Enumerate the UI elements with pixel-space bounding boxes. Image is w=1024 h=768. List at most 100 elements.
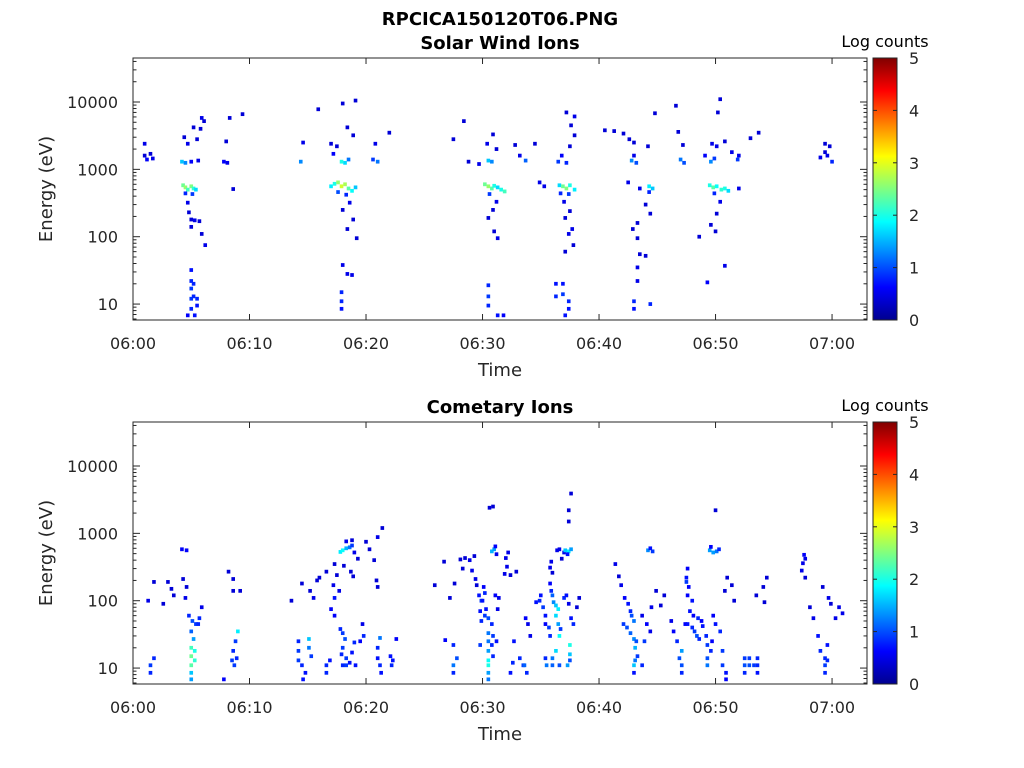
heatmap-cell <box>443 638 448 642</box>
heatmap-cell <box>183 191 188 196</box>
heatmap-cell <box>704 634 709 638</box>
heatmap-cell <box>332 613 337 618</box>
heatmap-cell <box>562 550 566 555</box>
heatmap-cell <box>699 619 704 623</box>
heatmap-cell <box>340 101 345 106</box>
heatmap-cell <box>196 158 201 163</box>
heatmap-cell <box>820 585 825 589</box>
heatmap-cell <box>495 313 500 318</box>
heatmap-cell <box>563 548 568 553</box>
heatmap-cell <box>565 663 570 668</box>
heatmap-cell <box>477 593 481 598</box>
heatmap-cell <box>564 160 569 165</box>
heatmap-cell <box>634 160 639 165</box>
heatmap-cell <box>802 552 806 557</box>
heatmap-cell <box>361 634 366 638</box>
heatmap-cell <box>339 159 344 164</box>
heatmap-cell <box>340 208 345 212</box>
heatmap-cell <box>171 593 176 598</box>
heatmap-cell <box>742 663 747 668</box>
heatmap-cell <box>712 191 717 196</box>
heatmap-cell <box>523 158 528 163</box>
heatmap-cell <box>568 658 572 663</box>
heatmap-cell <box>301 677 305 682</box>
heatmap-cell <box>491 634 495 638</box>
heatmap-cell <box>550 663 555 668</box>
heatmap-cell <box>380 526 385 530</box>
heatmap-cell <box>486 631 491 636</box>
colorbar-label-solar-wind: Log counts <box>841 32 928 51</box>
heatmap-cell <box>486 616 491 621</box>
x-tick-label: 06:00 <box>110 698 156 717</box>
heatmap-cell <box>555 548 559 553</box>
heatmap-cell <box>300 663 304 668</box>
colorbar-tick-label: 5 <box>909 413 919 432</box>
heatmap-cell <box>561 184 565 189</box>
y-tick-label: 10 <box>98 295 118 314</box>
heatmap-cell <box>181 183 185 188</box>
heatmap-cell <box>648 211 653 216</box>
heatmap-cell <box>185 313 190 318</box>
heatmap-cell <box>518 153 522 158</box>
heatmap-cell <box>572 114 577 119</box>
heatmap-cell <box>347 200 352 205</box>
heatmap-cell <box>603 128 607 133</box>
heatmap-cell <box>486 648 491 653</box>
heatmap-cell <box>501 313 506 318</box>
heatmap-cell <box>557 634 562 638</box>
heatmap-cell <box>566 232 571 236</box>
heatmap-cell <box>187 613 191 618</box>
y-tick-label: 1000 <box>77 524 118 543</box>
heatmap-cell <box>504 556 508 560</box>
heatmap-cell <box>331 151 336 156</box>
heatmap-cell <box>189 645 194 650</box>
heatmap-cell <box>718 199 722 204</box>
heatmap-cell <box>187 210 191 215</box>
heatmap-cell <box>742 670 747 675</box>
heatmap-cell <box>818 648 823 653</box>
heatmap-cell <box>730 150 734 155</box>
heatmap-cell <box>378 636 382 640</box>
heatmap-cell <box>336 180 340 185</box>
heatmap-cell <box>197 219 202 224</box>
heatmap-cell <box>195 137 199 142</box>
heatmap-cell <box>451 663 456 668</box>
heatmap-cell <box>568 144 572 149</box>
heatmap-cell <box>298 159 303 164</box>
heatmap-cell <box>195 303 199 308</box>
heatmap-cell <box>490 622 494 626</box>
heatmap-cell <box>742 656 747 661</box>
heatmap-cell <box>231 187 235 191</box>
colorbar-tick-label: 0 <box>909 675 919 694</box>
heatmap-cell <box>563 216 568 220</box>
x-tick-label: 06:10 <box>226 334 272 353</box>
heatmap-cell <box>716 110 720 115</box>
heatmap-cell <box>192 658 197 663</box>
heatmap-cell <box>344 656 349 661</box>
heatmap-cell <box>493 544 498 549</box>
heatmap-cell <box>648 546 653 551</box>
heatmap-cell <box>458 557 463 562</box>
heatmap-cell <box>190 619 195 623</box>
heatmap-cell <box>692 629 697 634</box>
colorbar-ticks-solar-wind: 0 1 2 3 4 5 <box>873 49 919 330</box>
heatmap-cell <box>328 658 332 663</box>
heatmap-cell <box>455 656 459 661</box>
heatmap-cell <box>343 160 347 165</box>
heatmap-cell <box>707 183 712 188</box>
heatmap-cell <box>575 605 579 610</box>
heatmap-cell <box>632 663 636 668</box>
heatmap-cell <box>346 157 351 162</box>
heatmap-cell <box>180 547 184 552</box>
heatmap-cell <box>686 585 691 589</box>
heatmap-cell <box>543 656 548 661</box>
heatmap-cell <box>486 658 491 663</box>
heatmap-cell <box>761 585 766 589</box>
heatmap-cell <box>643 253 648 258</box>
heatmap-cell <box>340 645 345 650</box>
heatmap-cell <box>486 639 491 644</box>
panel-cometary: Cometary Ions 06:00 06:10 06:20 06:30 06:40 0… <box>36 396 929 745</box>
colorbar-solar-wind <box>872 57 898 321</box>
heatmap-cell <box>479 619 484 623</box>
heatmap-cell <box>565 552 570 557</box>
